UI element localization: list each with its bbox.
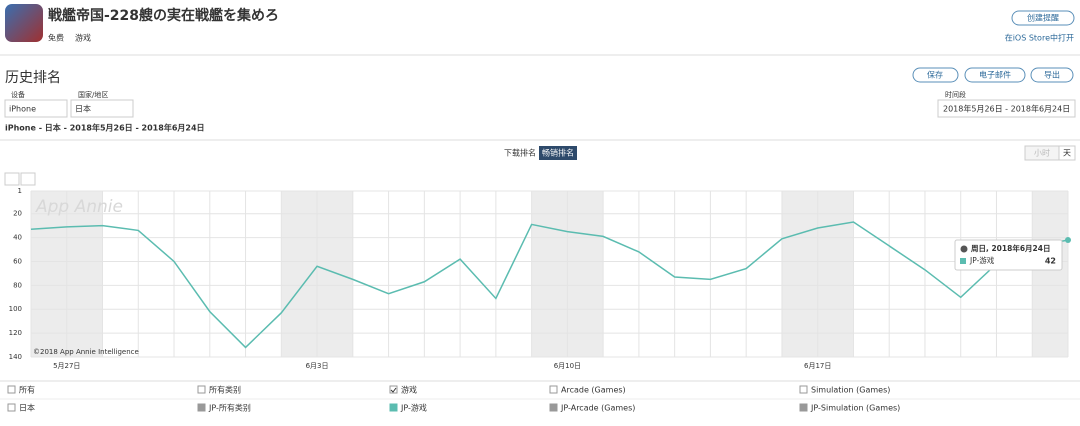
tab-active[interactable] — [539, 146, 577, 160]
tooltip-date: 周日, 2018年6月24日 — [971, 243, 1051, 253]
y-tick-label: 140 — [9, 353, 22, 361]
legend-label: Simulation (Games) — [811, 386, 890, 395]
period-select[interactable] — [937, 99, 1076, 118]
reset-button[interactable] — [4, 172, 20, 186]
copyright: ©2018 App Annie Intelligence — [33, 348, 139, 356]
zoom-button[interactable] — [20, 172, 36, 186]
legend-label: 所有类别 — [209, 385, 241, 395]
legend-label: 游戏 — [401, 385, 417, 395]
legend-swatch[interactable] — [799, 403, 808, 412]
email-button[interactable] — [964, 67, 1026, 83]
y-tick-label: 20 — [13, 210, 22, 218]
x-tick-label: 6月17日 — [804, 362, 831, 370]
legend-swatch[interactable] — [7, 403, 16, 412]
watermark: App Annie — [35, 197, 123, 217]
checkbox[interactable] — [799, 385, 808, 394]
x-tick-label: 6月10日 — [554, 362, 581, 370]
save-text: 保存 — [927, 70, 943, 80]
tooltip — [954, 239, 1063, 271]
tooltip-series: JP-游戏 — [969, 255, 995, 265]
legend-swatch[interactable] — [197, 403, 206, 412]
legend-swatch[interactable] — [549, 403, 558, 412]
x-tick-label: 6月3日 — [306, 362, 329, 370]
y-tick-label: 100 — [9, 305, 22, 313]
tooltip-icon — [960, 245, 968, 253]
day-text: 天 — [1063, 149, 1071, 158]
tooltip-value: 42 — [1045, 257, 1056, 266]
alert-button-text: 创建提醒 — [1027, 13, 1059, 23]
legend-label: 所有 — [19, 385, 35, 395]
y-tick-label: 80 — [13, 281, 22, 289]
checkbox[interactable] — [389, 385, 398, 394]
legend-swatch[interactable] — [389, 403, 398, 412]
legend-label: JP-所有类别 — [208, 403, 251, 413]
checkbox[interactable] — [197, 385, 206, 394]
period-value: 2018年5月26日 - 2018年6月24日 — [943, 104, 1070, 114]
legend: 所有 所有类别 游戏 Arcade (Games) Simulation (Games)… — [7, 385, 900, 413]
alert-button[interactable] — [1011, 10, 1075, 26]
hover-point — [1065, 236, 1071, 243]
weekend-band — [1032, 191, 1068, 357]
country-value: 日本 — [75, 104, 91, 114]
export-text: 导出 — [1044, 70, 1060, 80]
legend-label: Arcade (Games) — [561, 386, 626, 395]
series-line — [30, 221, 1069, 349]
export-button[interactable] — [1030, 67, 1074, 83]
legend-label: JP-Simulation (Games) — [810, 404, 900, 413]
app-icon — [5, 4, 43, 42]
store-link[interactable]: 在iOS Store中打开 — [1005, 33, 1074, 43]
tab[interactable]: 下载排名 — [504, 148, 536, 158]
legend-label: 日本 — [19, 403, 35, 413]
y-tick-label: 1 — [18, 187, 22, 195]
legend-label: JP-游戏 — [400, 403, 427, 413]
hour-text: 小时 — [1034, 148, 1050, 158]
email-text: 电子邮件 — [979, 70, 1011, 80]
device-label: 设备 — [11, 90, 25, 99]
save-button[interactable] — [912, 67, 959, 83]
app-title: 戦艦帝国-228艘の実在戦艦を集めろ — [48, 7, 279, 24]
device-select[interactable] — [4, 99, 68, 118]
section-title: 历史排名 — [5, 70, 61, 86]
x-tick-label: 5月27日 — [53, 362, 80, 370]
price: 免费 — [48, 33, 64, 43]
summary: iPhone - 日本 - 2018年5月26日 - 2018年6月24日 — [5, 123, 205, 133]
y-tick-label: 40 — [13, 234, 22, 242]
legend-label: JP-Arcade (Games) — [560, 404, 635, 413]
y-tick-label: 60 — [13, 257, 22, 265]
day-button[interactable] — [1058, 145, 1076, 161]
country-label: 国家/地区 — [78, 90, 108, 99]
tooltip-swatch — [960, 258, 966, 264]
country-select[interactable] — [70, 99, 134, 118]
device-value: iPhone — [9, 105, 36, 114]
genre: 游戏 — [75, 33, 91, 43]
y-tick-label: 120 — [9, 329, 22, 337]
checkbox[interactable] — [7, 385, 16, 394]
checkmark — [390, 387, 397, 393]
checkbox[interactable] — [549, 385, 558, 394]
tab-active-text: 畅销排名 — [542, 148, 574, 158]
period-label: 时间段 — [945, 90, 966, 99]
